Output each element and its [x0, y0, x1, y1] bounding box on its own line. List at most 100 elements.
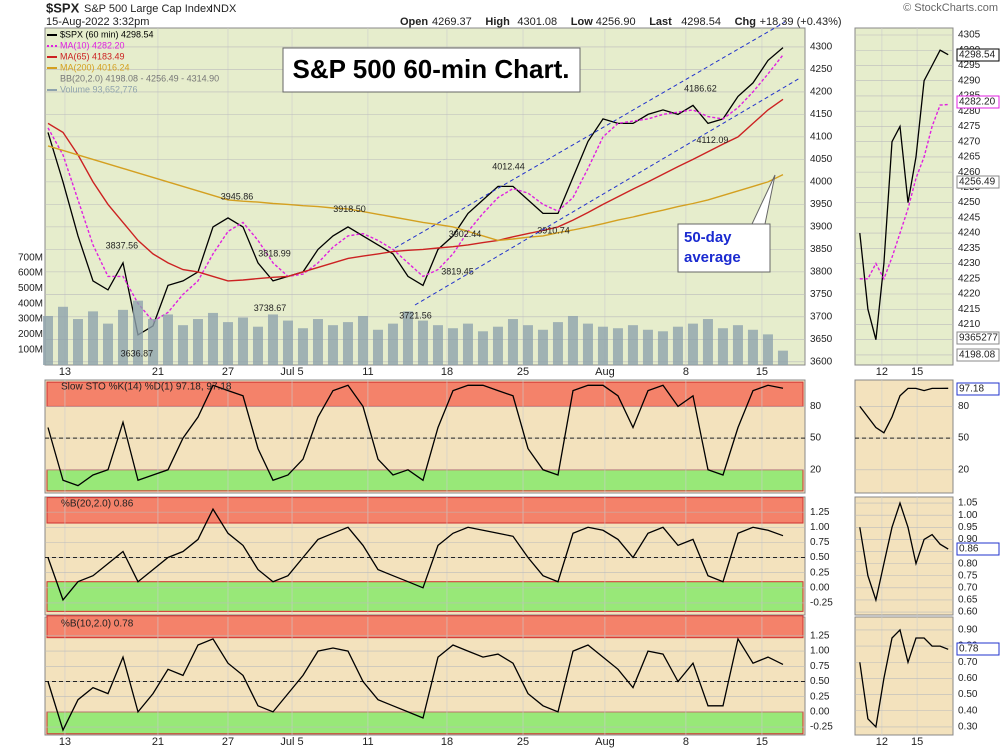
volume-bar — [312, 319, 323, 365]
value-badge — [956, 348, 1000, 362]
value-badge — [956, 95, 1000, 109]
y2-tick-label: 600M — [18, 268, 43, 279]
title: S&P 500 60-min Chart. — [293, 54, 570, 84]
volume-bar — [162, 314, 173, 365]
y-tick-label: 4215 — [958, 304, 981, 315]
band — [46, 615, 804, 639]
series-line — [859, 387, 949, 434]
series-line — [47, 47, 784, 336]
series-line — [47, 145, 784, 242]
volume-bar — [147, 319, 158, 365]
y-tick-label: 0.50 — [958, 689, 978, 700]
y-tick-label: 0.30 — [958, 722, 978, 733]
price-label: 3902.44 — [449, 229, 482, 239]
y-tick-label: 4250 — [958, 197, 981, 208]
y-tick-label: 0.75 — [810, 661, 830, 672]
volume-bar — [42, 315, 53, 365]
panel-bg — [854, 616, 954, 736]
y-tick-label: 4220 — [958, 289, 981, 300]
value-badge-text: 4198.08 — [959, 350, 996, 361]
price-label: 3636.87 — [121, 349, 154, 359]
x-tick-label: 15 — [756, 736, 768, 748]
series-line — [47, 507, 784, 602]
legend-entry: $SPX (60 min) 4298.54 — [60, 29, 154, 39]
y-tick-label: 0.60 — [958, 673, 978, 684]
y-tick-label: 20 — [958, 464, 970, 475]
x-tick-label: 21 — [152, 736, 164, 748]
price-label: 4186.62 — [684, 83, 717, 93]
title-box — [282, 47, 581, 93]
volume-bar — [252, 326, 263, 365]
y-tick-label: 4230 — [958, 258, 981, 269]
quote-value: 4298.54 — [681, 16, 721, 28]
x-tick-label: 13 — [59, 736, 71, 748]
volume-bar — [567, 315, 578, 365]
y-tick-label: -0.25 — [810, 598, 833, 609]
band — [46, 497, 804, 524]
volume-bar — [87, 311, 98, 365]
price-label: 3945.86 — [221, 192, 254, 202]
y-tick-label: 50 — [958, 433, 970, 444]
x-tick-label: Aug — [595, 736, 615, 748]
x-tick-label: 11 — [362, 736, 373, 748]
panel-title: %B(10,2.0) 0.78 — [61, 619, 134, 630]
y-tick-label: 4260 — [958, 167, 981, 178]
y-tick-label: 0.95 — [958, 522, 978, 533]
quote-label: High — [485, 16, 510, 28]
band — [46, 381, 804, 407]
volume-bar — [777, 350, 788, 365]
y-tick-label: 0.60 — [958, 607, 978, 618]
y-tick-label: 4240 — [958, 228, 981, 239]
quote-value: 4269.37 — [432, 16, 472, 28]
note-line: average — [684, 249, 741, 266]
y-tick-label: 4200 — [810, 87, 833, 98]
quote: Open 4269.37 High 4301.08 Low 4256.90 Last 4298… — [400, 16, 842, 28]
x-tick-label: 27 — [222, 366, 234, 378]
x-tick-label: 18 — [441, 366, 453, 378]
y-tick-label: 0.25 — [810, 567, 830, 578]
series-line — [859, 628, 949, 729]
volume-bar — [597, 326, 608, 365]
volume-bar — [462, 323, 473, 365]
volume-bar — [477, 331, 488, 365]
volume-bar — [297, 328, 308, 365]
value-badge-text: 4298.54 — [959, 50, 996, 61]
symbol: $SPX — [46, 0, 80, 15]
panel-bg — [854, 27, 954, 366]
y-tick-label: 0.75 — [958, 570, 978, 581]
value-badge-text: 9365277 — [959, 333, 998, 344]
volume-bar — [72, 319, 83, 365]
y-tick-label: 3800 — [810, 267, 833, 278]
y-tick-label: 0.00 — [810, 582, 830, 593]
y-tick-label: 0.90 — [958, 625, 978, 636]
price-label: 3837.56 — [106, 240, 139, 250]
volume-bar — [192, 319, 203, 365]
series-line — [859, 103, 949, 281]
x-tick-label: 27 — [222, 736, 234, 748]
volume-bar — [432, 325, 443, 365]
x-tick-label: 11 — [362, 366, 373, 378]
y-tick-label: 0.50 — [810, 676, 830, 687]
x-tick-label: Aug — [595, 366, 615, 378]
volume-bar — [267, 314, 278, 365]
price-label: 4012.44 — [492, 162, 525, 172]
volume-bar — [492, 326, 503, 365]
y-tick-label: 1.25 — [810, 507, 830, 518]
x-tick-label: 13 — [59, 366, 71, 378]
volume-bar — [702, 319, 713, 365]
value-badge — [956, 331, 1000, 345]
volume-bar — [447, 328, 458, 365]
y2-tick-label: 100M — [18, 344, 43, 355]
quote-label: Last — [649, 16, 672, 28]
y-tick-label: 3850 — [810, 244, 833, 255]
y-tick-label: 4000 — [810, 177, 833, 188]
volume-bar — [357, 315, 368, 365]
y-tick-label: 4295 — [958, 60, 981, 71]
y2-tick-label: 300M — [18, 314, 43, 325]
x-tick-label: 8 — [683, 736, 689, 748]
panel-title: Slow STO %K(14) %D(1) 97.18, 97.18 — [61, 382, 232, 393]
index-name: S&P 500 Large Cap Index — [84, 3, 212, 15]
x-tick-label: 25 — [517, 366, 529, 378]
value-badge-text: 0.78 — [959, 644, 979, 655]
volume-bar — [747, 329, 758, 365]
